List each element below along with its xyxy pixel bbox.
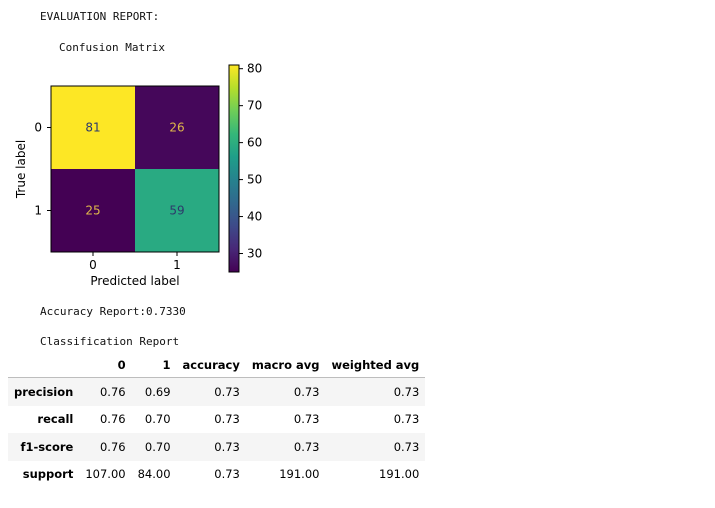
table-cell: 107.00 [85, 467, 126, 482]
matrix-cell [51, 169, 135, 252]
table-row: support 107.00 84.00 0.73 191.00 191.00 [8, 461, 425, 489]
table-cell: 0.73 [393, 384, 420, 399]
accuracy-report: Accuracy Report:0.7330 [40, 305, 186, 318]
confusion-matrix-chart: 81 26 25 59 0 1 0 1 Predicted label True label 3… [14, 62, 262, 288]
table-cell: 0.73 [214, 439, 240, 454]
column-header: accuracy [176, 352, 246, 378]
matrix-cell [135, 169, 219, 252]
colorbar-tick-label: 70 [247, 99, 262, 113]
report-title: EVALUATION REPORT: [40, 10, 160, 23]
classification-report-title: Classification Report [40, 335, 180, 348]
chart-title: Confusion Matrix [59, 41, 165, 54]
x-tick-label: 1 [173, 258, 181, 272]
cell-value-label: 81 [85, 121, 100, 135]
table-cell: 0.73 [393, 439, 420, 454]
y-tick-label: 0 [34, 121, 42, 135]
x-tick-label: 0 [89, 258, 97, 272]
colorbar-tick-label: 40 [247, 210, 262, 224]
table-cell: 0.76 [99, 439, 126, 454]
table-cell: 0.73 [214, 384, 240, 399]
x-axis-label: Predicted label [90, 274, 179, 288]
table-row: f1-score 0.76 0.70 0.73 0.73 0.73 [8, 433, 426, 461]
table-cell: 0.69 [144, 384, 171, 399]
matrix-cell [135, 86, 219, 169]
colorbar [228, 64, 240, 273]
table-cell: 0.70 [144, 412, 171, 427]
colorbar-tick-label: 30 [247, 247, 262, 261]
colorbar-tick-label: 80 [247, 62, 262, 76]
matrix-cell [51, 86, 135, 169]
column-header: macro avg [245, 352, 326, 378]
column-header: 0 [79, 352, 132, 378]
y-axis-label: True label [14, 140, 28, 199]
table-cell: 191.00 [379, 467, 420, 482]
row-label: precision [14, 384, 74, 399]
classification-report-table: 0 1 accuracy macro avg weighted avg precisio… [8, 352, 426, 489]
row-label: recall [37, 412, 74, 427]
table-cell: 0.76 [99, 384, 126, 399]
row-label: support [22, 467, 74, 482]
cell-value-label: 59 [169, 204, 184, 218]
plot-frame [50, 85, 220, 253]
table-cell: 0.73 [393, 412, 420, 427]
table-cell: 0.73 [214, 467, 240, 482]
table-cell: 0.76 [99, 412, 126, 427]
table-row: recall 0.76 0.70 0.73 0.73 0.73 [8, 406, 425, 434]
table-cell: 0.73 [214, 412, 240, 427]
table-cell: 191.00 [279, 467, 320, 482]
table-header-row: 0 1 accuracy macro avg weighted avg [8, 352, 426, 378]
table-cell: 0.73 [293, 412, 320, 427]
table-cell: 0.70 [144, 439, 171, 454]
table-cell: 0.73 [293, 439, 320, 454]
table-row: precision 0.76 0.69 0.73 0.73 0.73 [8, 377, 426, 406]
cell-value-label: 26 [169, 121, 184, 135]
colorbar-tick-label: 50 [247, 173, 262, 187]
row-label: f1-score [20, 439, 74, 454]
column-header: 1 [131, 352, 177, 378]
colorbar-tick-label: 60 [247, 136, 262, 150]
table-cell: 0.73 [293, 384, 320, 399]
table-cell: 84.00 [137, 467, 171, 482]
column-header: weighted avg [325, 352, 426, 378]
cell-value-label: 25 [85, 204, 100, 218]
y-tick-label: 1 [34, 204, 42, 218]
column-header [8, 352, 80, 378]
